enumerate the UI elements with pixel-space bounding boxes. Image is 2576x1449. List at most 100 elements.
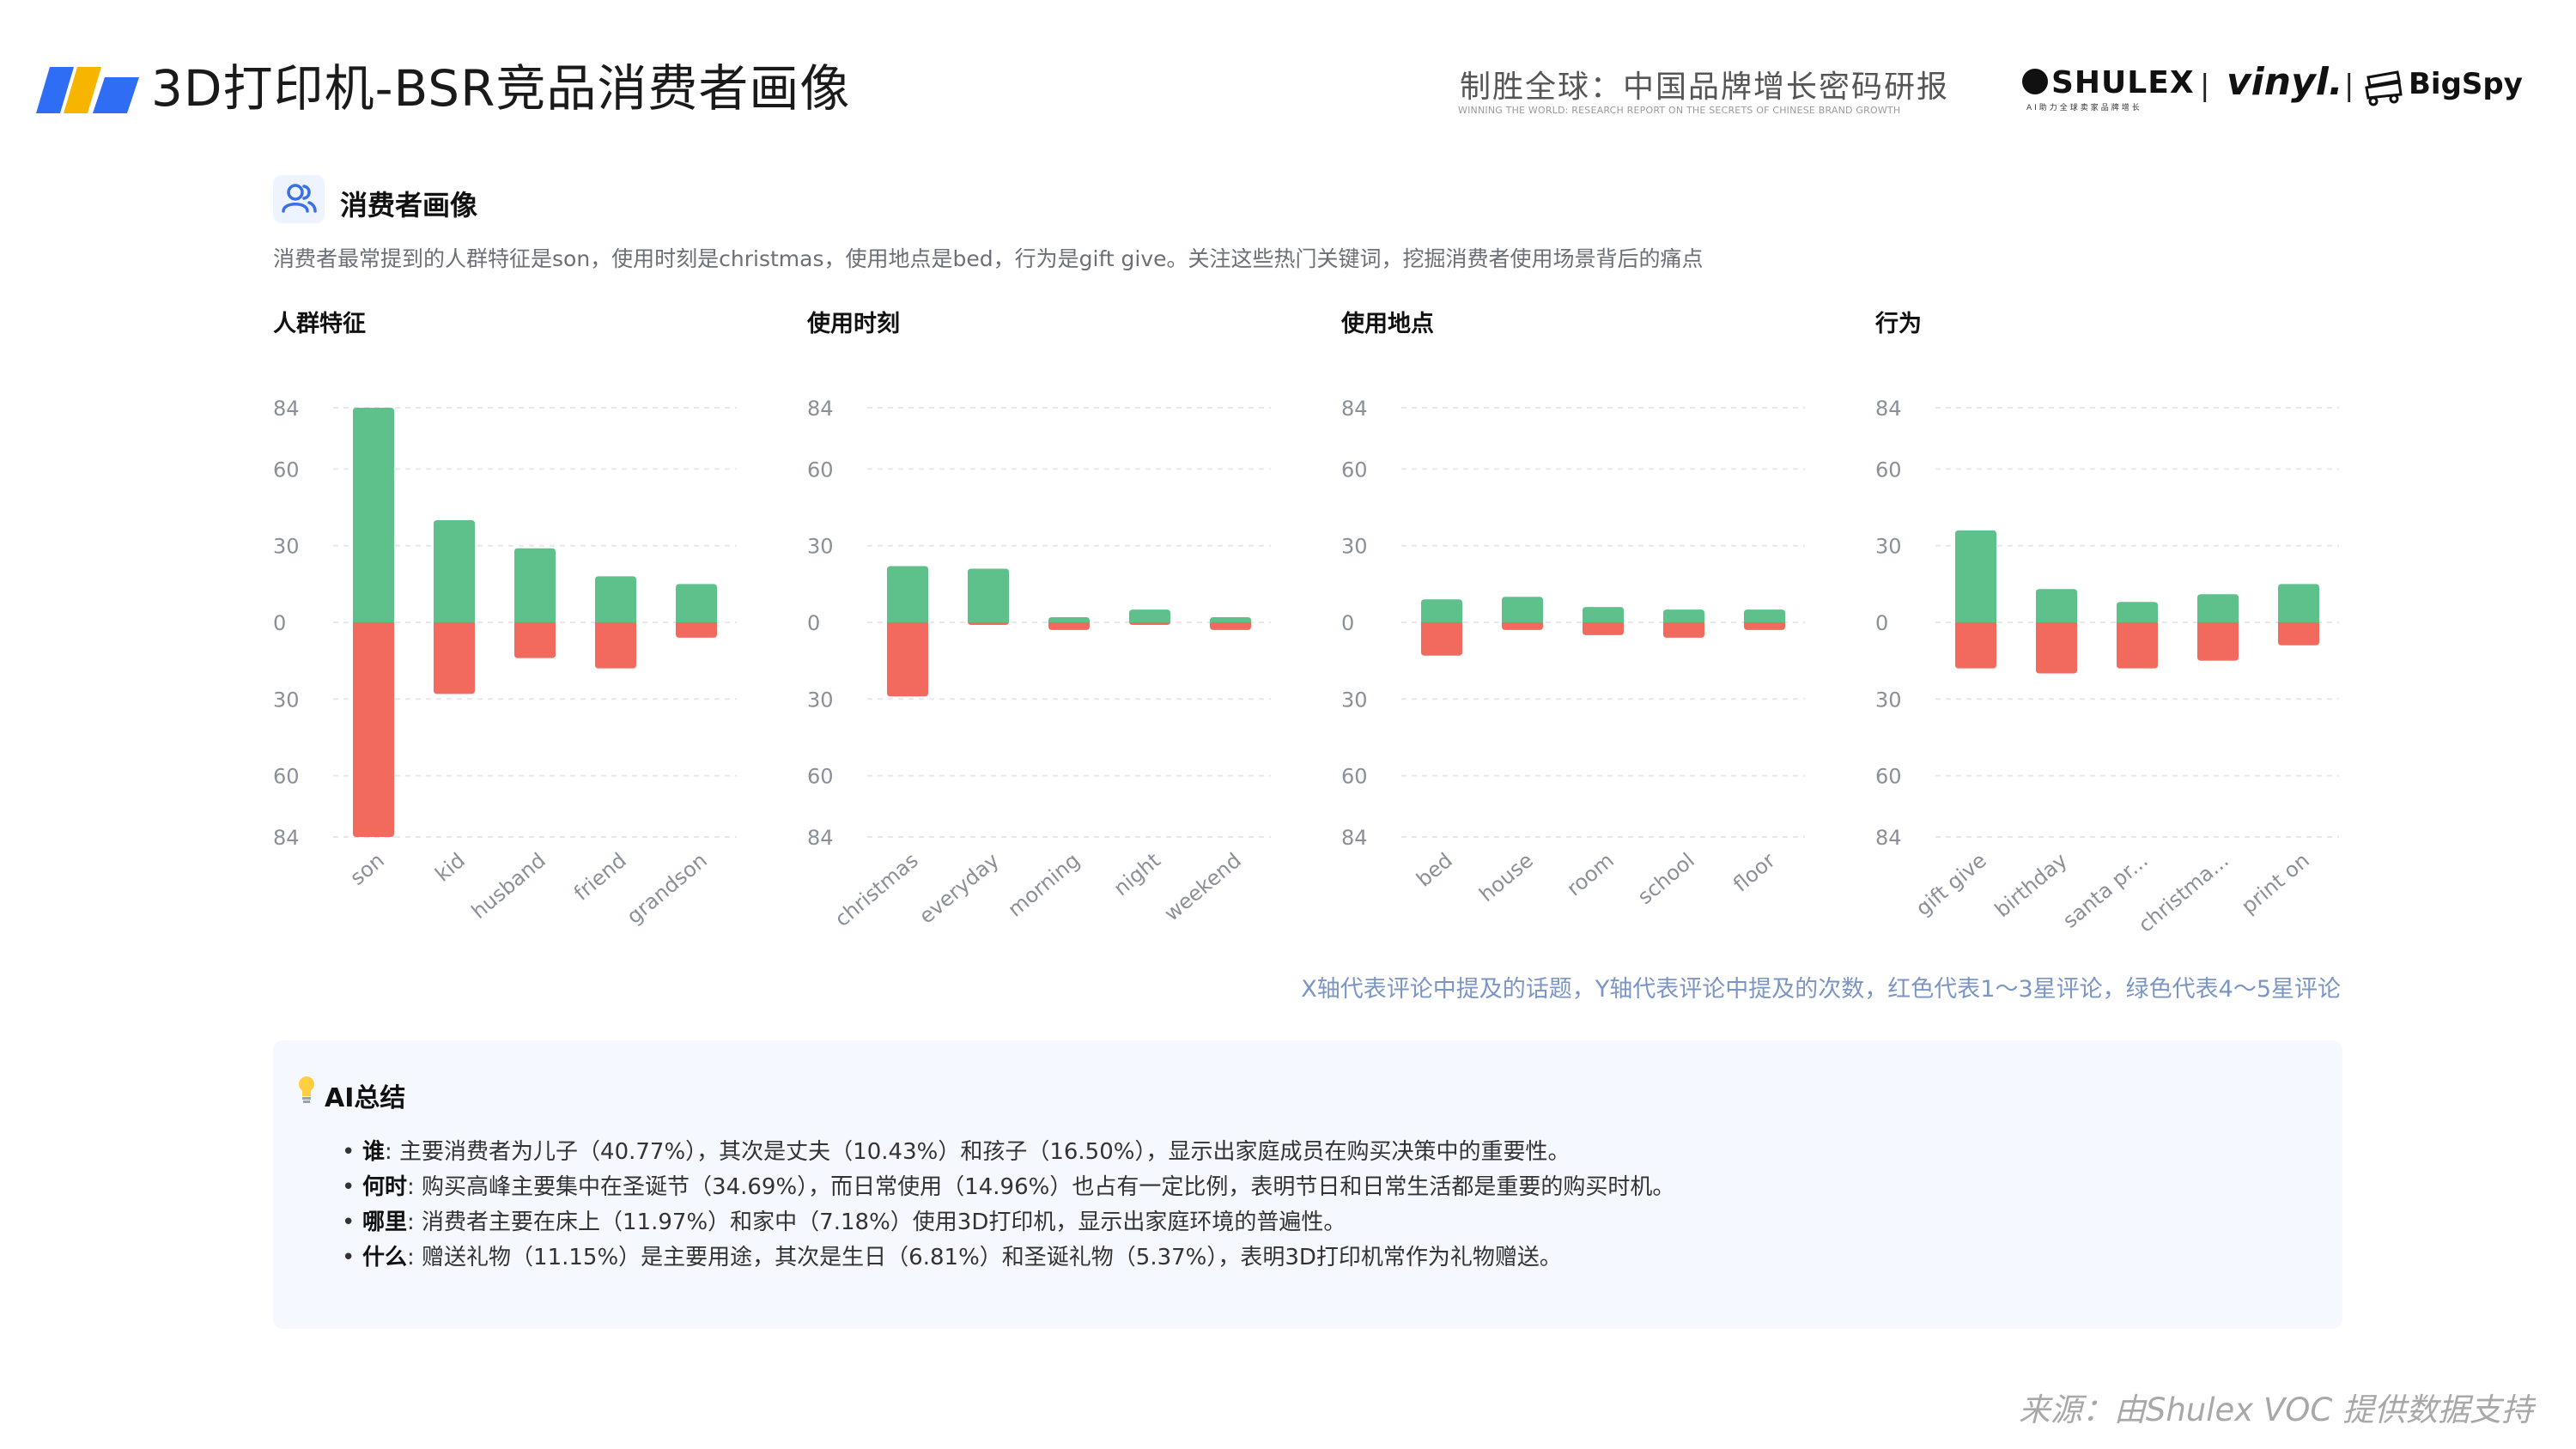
y-tick-label: 0 — [1341, 611, 1354, 635]
y-tick-label: 84 — [807, 826, 834, 850]
bar-negative — [1583, 622, 1624, 635]
bar-positive — [514, 548, 556, 622]
report-subtitle: WINNING THE WORLD: RESEARCH REPORT ON TH… — [1458, 105, 1901, 116]
bar-negative — [2117, 622, 2158, 669]
y-tick-label: 60 — [1341, 458, 1368, 482]
shulex-logo-mark-icon — [2022, 69, 2048, 94]
y-tick-label: 30 — [273, 535, 300, 559]
bar-positive — [1129, 609, 1170, 622]
summary-item-text: : 购买高峰主要集中在圣诞节（34.69%），而日常使用（14.96%）也占有一… — [407, 1174, 1675, 1200]
x-tick-label: birthday — [1990, 848, 2072, 922]
y-tick-label: 30 — [807, 535, 834, 559]
x-tick-label: christmas — [830, 848, 923, 931]
summary-item: • 哪里: 消费者主要在床上（11.97%）和家中（7.18%）使用3D打印机，显… — [342, 1210, 1346, 1235]
summary-item-key: 何时 — [362, 1174, 408, 1200]
shulex-logo: SHULEX — [2022, 65, 2195, 100]
y-tick-label: 30 — [1341, 688, 1368, 712]
y-tick-label: 84 — [1341, 826, 1368, 850]
bar-positive — [1955, 530, 1996, 622]
y-tick-label: 60 — [807, 458, 834, 482]
y-tick-label: 84 — [1875, 826, 1902, 850]
bigspy-logo: BigSpy — [2409, 67, 2523, 101]
shulex-tagline: AI助力全球卖家品牌增长 — [2026, 104, 2142, 112]
bar-negative — [1663, 622, 1704, 638]
bar-negative — [1421, 622, 1462, 656]
bigspy-car-icon — [2365, 70, 2403, 106]
x-tick-label: print on — [2237, 848, 2314, 919]
bar-negative — [1210, 622, 1251, 630]
y-tick-label: 0 — [1875, 611, 1888, 635]
summary-item-key: 谁 — [362, 1139, 386, 1165]
bar-positive — [676, 584, 717, 622]
summary-title: AI总结 — [325, 1083, 406, 1113]
section-description: 消费者最常提到的人群特征是son，使用时刻是christmas，使用地点是bed… — [273, 246, 1704, 271]
bar-positive — [968, 568, 1009, 622]
bar-negative — [676, 622, 717, 638]
bar-positive — [2117, 602, 2158, 622]
y-tick-label: 84 — [1341, 397, 1368, 421]
bar-positive — [1421, 599, 1462, 622]
header-brands: 制胜全球：中国品牌增长密码研报 WINNING THE WORLD: RESEA… — [1458, 57, 2542, 125]
summary-item-text: : 主要消费者为儿子（40.77%），其次是丈夫（10.43%）和孩子（16.5… — [385, 1139, 1571, 1165]
chart-plot: 84 60 30 0 30 60 84 bed house room school floor — [1341, 397, 1805, 909]
y-tick-label: 60 — [807, 765, 834, 789]
x-tick-label: house — [1474, 848, 1537, 906]
y-tick-label: 84 — [807, 397, 834, 421]
brand-logo — [36, 67, 139, 113]
x-tick-label: gift give — [1911, 848, 1991, 920]
chart-usage-time: 使用时刻 84 60 30 0 30 60 84 christmas everyday morni… — [807, 305, 1322, 940]
chart-usage-place: 使用地点 84 60 30 0 30 60 84 bed house room school floo… — [1341, 305, 1856, 940]
lightbulb-icon — [299, 1076, 314, 1103]
chart-title: 行为 — [1875, 311, 1922, 337]
y-tick-label: 30 — [1875, 688, 1902, 712]
chart-demographics: 人群特征 84 60 30 0 30 60 84 son kid husband friend gra… — [273, 305, 788, 940]
x-tick-label: son — [345, 848, 388, 890]
summary-item-key: 什么 — [362, 1245, 408, 1270]
y-tick-label: 60 — [1875, 765, 1902, 789]
shulex-logo-text: SHULEX — [2051, 65, 2195, 100]
bar-negative — [1744, 622, 1785, 630]
y-tick-label: 60 — [1341, 765, 1368, 789]
summary-item: • 什么: 赠送礼物（11.15%）是主要用途，其次是生日（6.81%）和圣诞礼物… — [342, 1245, 1562, 1270]
bar-positive — [1048, 617, 1090, 622]
chart-footnote: X轴代表评论中提及的话题，Y轴代表评论中提及的次数，红色代表1～3星评论，绿色代… — [1301, 976, 2341, 1003]
x-tick-label: room — [1562, 848, 1619, 900]
ai-summary-panel: AI总结 • 谁: 主要消费者为儿子（40.77%），其次是丈夫（10.43%）和… — [273, 1040, 2342, 1329]
bar-positive — [1583, 607, 1624, 622]
x-tick-label: bed — [1412, 848, 1457, 892]
summary-item-text: : 赠送礼物（11.15%）是主要用途，其次是生日（6.81%）和圣诞礼物（5.… — [407, 1245, 1562, 1270]
chart-title: 人群特征 — [273, 311, 366, 337]
y-tick-label: 30 — [807, 688, 834, 712]
y-tick-label: 0 — [273, 611, 286, 635]
y-tick-label: 30 — [1341, 535, 1368, 559]
y-tick-label: 84 — [273, 826, 300, 850]
bar-positive — [434, 519, 475, 622]
x-tick-label: morning — [1003, 848, 1084, 922]
bar-negative — [968, 621, 1009, 625]
bar-negative — [595, 622, 636, 669]
bar-positive — [2197, 594, 2239, 622]
source-note: 来源：由Shulex VOC 提供数据支持 — [2018, 1391, 2533, 1428]
bar-negative — [1129, 621, 1170, 625]
summary-item: • 何时: 购买高峰主要集中在圣诞节（34.69%），而日常使用（14.96%）也… — [342, 1174, 1675, 1200]
y-tick-label: 60 — [273, 458, 300, 482]
page-title: 3D打印机-BSR竞品消费者画像 — [151, 59, 851, 118]
summary-item-key: 哪里 — [362, 1210, 408, 1235]
chart-behavior: 行为 84 60 30 0 30 60 84 gift give birthday santa p… — [1875, 305, 2391, 940]
bar-positive — [1210, 617, 1251, 622]
bar-positive — [1663, 609, 1704, 622]
bar-negative — [1955, 622, 1996, 669]
bar-positive — [595, 576, 636, 622]
bar-negative — [353, 622, 394, 837]
bar-positive — [1502, 597, 1543, 622]
x-tick-label: friend — [569, 848, 631, 906]
x-tick-label: school — [1633, 848, 1699, 909]
y-tick-label: 60 — [1875, 458, 1902, 482]
bar-negative — [1048, 622, 1090, 630]
bar-negative — [1502, 622, 1543, 630]
x-tick-label: weekend — [1160, 848, 1246, 925]
bar-negative — [2036, 622, 2077, 674]
chart-title: 使用时刻 — [807, 311, 900, 337]
